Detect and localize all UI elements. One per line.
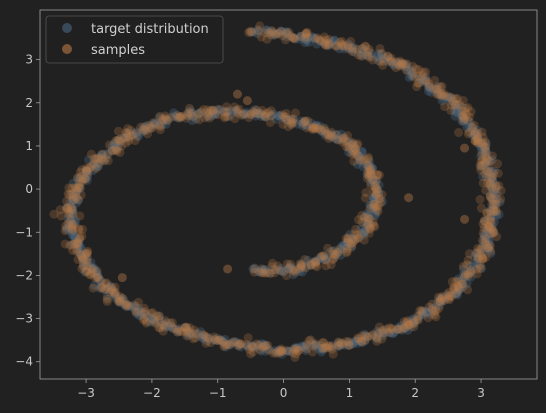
- y-tick-label: 1: [25, 139, 33, 153]
- scatter-point: [223, 264, 232, 273]
- scatter-point: [233, 90, 242, 99]
- scatter-point: [476, 195, 485, 204]
- scatter-point: [124, 301, 133, 310]
- scatter-point: [342, 234, 351, 243]
- scatter-point: [385, 323, 394, 332]
- x-tick-label: 3: [477, 386, 485, 400]
- scatter-point: [436, 82, 445, 91]
- scatter-point: [411, 64, 420, 73]
- scatter-point: [75, 211, 84, 220]
- scatter-point: [330, 250, 339, 259]
- scatter-point: [140, 126, 149, 135]
- scatter-point: [254, 26, 263, 35]
- y-tick-label: 2: [25, 96, 33, 110]
- scatter-point: [282, 346, 291, 355]
- scatter-point: [404, 193, 413, 202]
- scatter-point: [428, 299, 437, 308]
- legend: target distribution samples: [46, 16, 223, 63]
- scatter-point: [142, 317, 151, 326]
- legend-marker-samples: [62, 44, 72, 54]
- scatter-point: [352, 141, 361, 150]
- scatter-point: [477, 204, 486, 213]
- scatter-point: [397, 58, 406, 67]
- scatter-point: [351, 225, 360, 234]
- scatter-point: [200, 113, 209, 122]
- scatter-point: [260, 112, 269, 121]
- y-tick-label: 0: [25, 182, 33, 196]
- scatter-point: [414, 316, 423, 325]
- scatter-point: [494, 181, 503, 190]
- scatter-point: [342, 337, 351, 346]
- scatter-point: [118, 273, 127, 282]
- y-tick-label: 3: [25, 53, 33, 67]
- scatter-point: [277, 266, 286, 275]
- scatter-point: [461, 270, 470, 279]
- scatter-point: [300, 255, 309, 264]
- x-tick-label: 2: [411, 386, 419, 400]
- scatter-point: [481, 151, 490, 160]
- scatter-point: [311, 34, 320, 43]
- scatter-point: [300, 117, 309, 126]
- scatter-point: [361, 42, 370, 51]
- scatter-point: [318, 251, 327, 260]
- x-tick-label: −1: [209, 386, 227, 400]
- scatter-point: [479, 254, 488, 263]
- y-tick-label: −4: [15, 355, 33, 369]
- scatter-point: [460, 215, 469, 224]
- scatter-point: [327, 342, 336, 351]
- scatter-point: [187, 109, 196, 118]
- legend-marker-target-distribution: [62, 23, 72, 33]
- y-tick-label: −1: [15, 225, 33, 239]
- x-tick-label: −3: [77, 386, 95, 400]
- x-tick-label: −2: [143, 386, 161, 400]
- scatter-point: [243, 96, 252, 105]
- scatter-point: [471, 136, 480, 145]
- scatter-point: [103, 295, 112, 304]
- scatter-point: [476, 264, 485, 273]
- scatter-point: [182, 322, 191, 331]
- scatter-point: [459, 262, 468, 271]
- scatter-point: [199, 105, 208, 114]
- scatter-point: [61, 226, 70, 235]
- scatter-point: [321, 35, 330, 44]
- scatter-point: [328, 132, 337, 141]
- scatter-point: [375, 44, 384, 53]
- scatter-point: [246, 27, 255, 36]
- scatter-point: [364, 153, 373, 162]
- scatter-point: [159, 327, 168, 336]
- scatter-point: [57, 212, 66, 221]
- scatter-point: [191, 333, 200, 342]
- x-tick-label: 1: [346, 386, 354, 400]
- legend-label-target-distribution: target distribution: [91, 22, 209, 37]
- scatter-point: [302, 344, 311, 353]
- scatter-point: [496, 195, 505, 204]
- scatter-point: [283, 259, 292, 268]
- scatter-point: [89, 284, 98, 293]
- plot-area: [40, 10, 537, 379]
- y-tick-label: −3: [15, 312, 33, 326]
- scatter-point: [361, 331, 370, 340]
- scatter-point: [460, 144, 469, 153]
- scatter-point: [293, 344, 302, 353]
- legend-label-samples: samples: [91, 43, 145, 58]
- scatter-point: [454, 128, 463, 137]
- scatter-point: [291, 108, 300, 117]
- y-tick-label: −2: [15, 268, 33, 282]
- x-tick-label: 0: [280, 386, 288, 400]
- scatter-point: [282, 115, 291, 124]
- scatter-point: [365, 214, 374, 223]
